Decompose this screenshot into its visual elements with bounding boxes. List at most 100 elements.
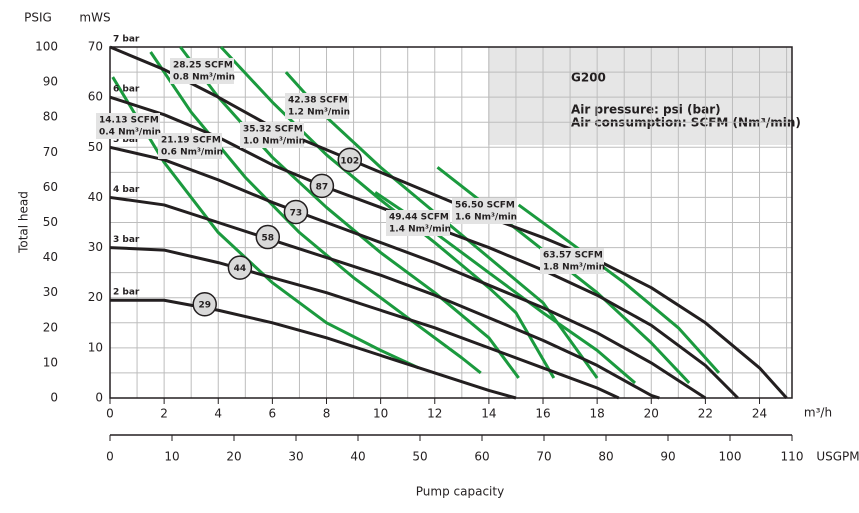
plot-frame — [109, 46, 793, 399]
x-axis-title: Pump capacity — [416, 485, 504, 499]
operating-point — [283, 199, 309, 225]
y2-tick-label: 50 — [43, 215, 58, 229]
air-label: 1.4 Nm³/min — [389, 225, 451, 235]
x2-tick-label: 80 — [598, 450, 613, 464]
x2-tick-label: 60 — [474, 450, 489, 464]
x2-tick-label: 0 — [106, 450, 114, 464]
operating-point — [192, 291, 217, 317]
pressure-label: 5 bar — [113, 135, 140, 145]
air-label: 42.38 SCFM — [288, 96, 348, 106]
air-label-bg — [285, 93, 349, 119]
y-tick-label: 20 — [88, 290, 103, 304]
air-label: 1.2 Nm³/min — [288, 108, 350, 118]
y2-tick-label: 100 — [35, 40, 58, 54]
chart-title: G200 — [571, 71, 606, 85]
x-tick-label: 24 — [752, 407, 767, 421]
y2-tick-label: 70 — [43, 145, 58, 159]
y-axis-label: mWS — [79, 11, 110, 25]
pressure-curve — [109, 195, 660, 400]
y-tick-label: 40 — [88, 190, 103, 204]
air-label: 63.57 SCFM — [543, 251, 603, 261]
air-label-bg — [170, 58, 234, 84]
x2-tick-label: 30 — [288, 450, 303, 464]
x2-tick-label: 110 — [781, 450, 804, 464]
operating-point — [227, 255, 253, 280]
operating-point-label: 44 — [234, 264, 247, 274]
y2-tick-label: 0 — [50, 391, 58, 405]
operating-point — [255, 224, 281, 250]
y-tick-label: 30 — [88, 240, 103, 254]
air-label-bg — [540, 248, 604, 274]
y2-tick-label: 80 — [43, 110, 58, 124]
operating-point-label: 29 — [198, 301, 211, 311]
air-label: 49.44 SCFM — [389, 213, 449, 223]
y-tick-label: 50 — [88, 140, 103, 154]
y-tick-label: 60 — [88, 90, 103, 104]
pressure-label: 7 bar — [113, 35, 140, 45]
y2-tick-label: 30 — [43, 285, 58, 299]
air-label-bg — [96, 113, 160, 139]
x-tick-label: 14 — [481, 407, 496, 421]
x2-tick-label: 90 — [660, 450, 675, 464]
info-box — [488, 47, 792, 145]
air-label-bg — [240, 122, 304, 148]
y-tick-label: 0 — [95, 391, 103, 405]
subtitle: Air pressure: psi (bar) — [571, 103, 721, 117]
x-tick-label: 0 — [106, 407, 114, 421]
air-label: 0.8 Nm³/min — [173, 73, 235, 83]
x2-tick-label: 100 — [719, 450, 742, 464]
operating-point — [309, 173, 335, 199]
pressure-curve — [109, 145, 707, 400]
pressure-label: 2 bar — [113, 288, 140, 298]
air-label: 1.6 Nm³/min — [455, 213, 517, 223]
air-label-bg — [158, 133, 222, 159]
x2-tick-label: 70 — [536, 450, 551, 464]
x2-tick-label: 50 — [412, 450, 427, 464]
air-label: 21.19 SCFM — [161, 136, 221, 146]
y-tick-label: 70 — [88, 40, 103, 54]
x-tick-label: 22 — [698, 407, 713, 421]
y-tick-label: 10 — [88, 340, 103, 354]
pressure-label: 3 bar — [113, 235, 140, 245]
x-axis-label: m³/h — [804, 406, 832, 420]
air-label: 1.0 Nm³/min — [243, 137, 305, 147]
y-axis-title: Total head — [17, 191, 31, 254]
x-tick-label: 20 — [644, 407, 659, 421]
air-label: 28.25 SCFM — [173, 61, 233, 71]
air-label-bg — [386, 210, 450, 236]
air-label: 56.50 SCFM — [455, 201, 515, 211]
x-tick-label: 6 — [269, 407, 277, 421]
operating-point — [337, 147, 363, 173]
pressure-curve — [109, 246, 620, 400]
pressure-label: 4 bar — [113, 185, 140, 195]
x-tick-label: 8 — [323, 407, 331, 421]
air-label-bg — [452, 198, 516, 224]
x-tick-label: 18 — [590, 407, 605, 421]
air-label: 0.6 Nm³/min — [161, 148, 223, 158]
pressure-label: 6 bar — [113, 85, 140, 95]
pressure-curve — [110, 298, 517, 400]
air-curve — [517, 203, 721, 374]
air-label: 0.4 Nm³/min — [99, 128, 161, 138]
x-tick-label: 12 — [427, 407, 442, 421]
y2-tick-label: 10 — [43, 355, 58, 369]
x-tick-label: 16 — [535, 407, 550, 421]
air-curve — [149, 51, 482, 375]
x-tick-label: 4 — [214, 407, 222, 421]
air-label: 14.13 SCFM — [99, 116, 159, 126]
x-tick-label: 10 — [373, 407, 388, 421]
x2-tick-label: 10 — [164, 450, 179, 464]
x2-axis-label: USGPM — [816, 450, 859, 464]
y2-tick-label: 60 — [43, 180, 58, 194]
operating-point-label: 73 — [290, 208, 303, 218]
y2-tick-label: 90 — [43, 75, 58, 89]
x-tick-label: 2 — [160, 407, 168, 421]
operating-point-label: 102 — [340, 156, 359, 166]
operating-point-label: 87 — [316, 182, 329, 192]
air-label: 35.32 SCFM — [243, 125, 303, 135]
x2-tick-label: 40 — [350, 450, 365, 464]
air-label: 1.8 Nm³/min — [543, 263, 605, 273]
air-curve — [111, 76, 420, 370]
y2-tick-label: 20 — [43, 320, 58, 334]
